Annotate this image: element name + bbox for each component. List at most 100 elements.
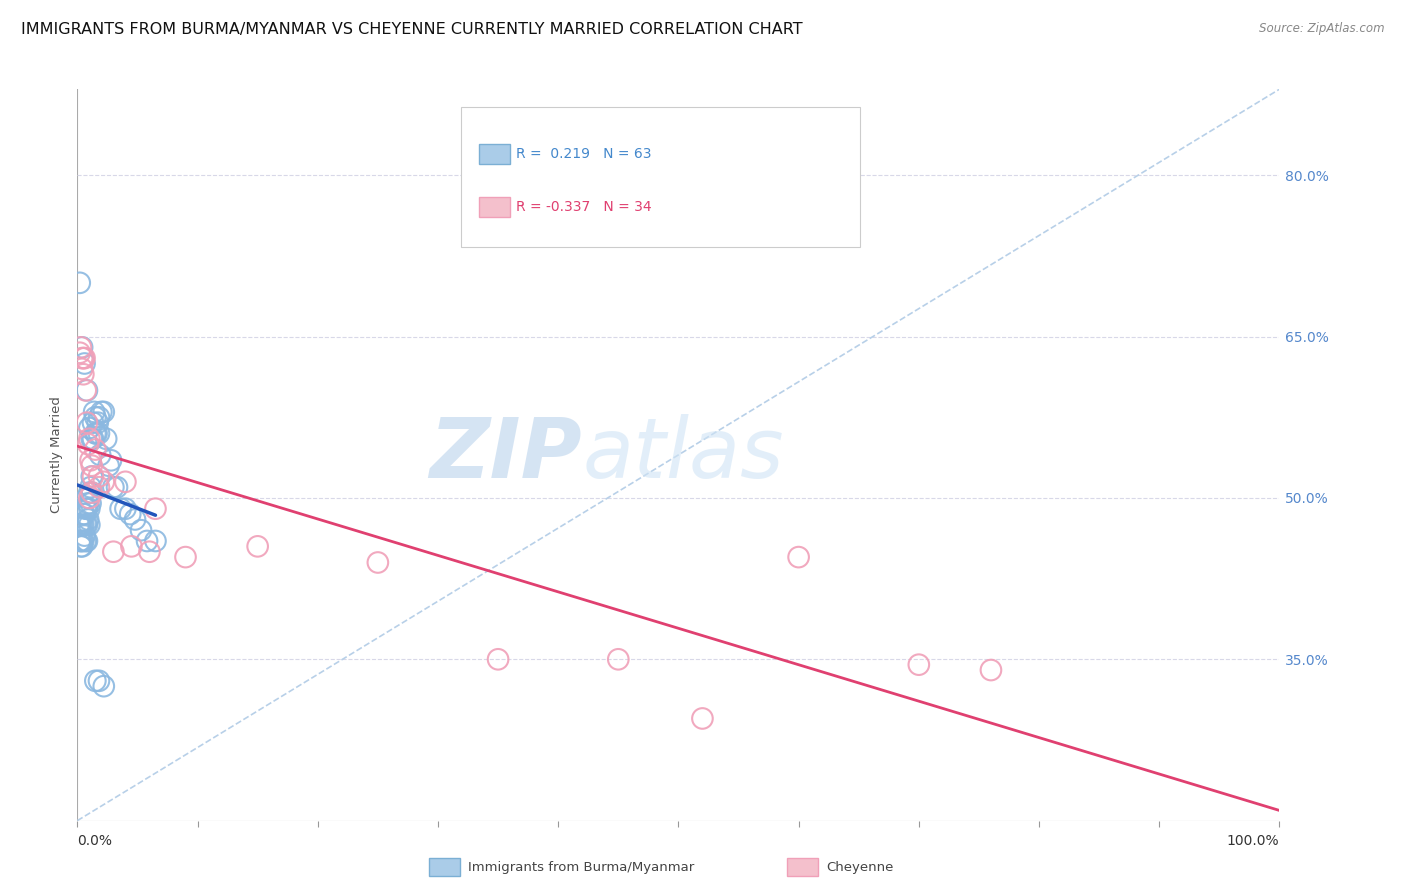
- Point: [79, 432, 101, 446]
- Point: [72, 351, 94, 365]
- Point: [486, 652, 509, 666]
- Point: [246, 539, 269, 553]
- Point: [70, 539, 93, 553]
- Point: [77, 496, 100, 510]
- Point: [90, 405, 112, 419]
- Point: [93, 405, 115, 419]
- Text: Cheyenne: Cheyenne: [827, 861, 894, 873]
- Point: [70, 517, 93, 532]
- Point: [79, 480, 101, 494]
- Point: [114, 475, 136, 489]
- Point: [80, 485, 103, 500]
- Y-axis label: Currently Married: Currently Married: [51, 396, 63, 514]
- Point: [69, 533, 91, 548]
- Text: 100.0%: 100.0%: [1227, 834, 1279, 848]
- Text: Source: ZipAtlas.com: Source: ZipAtlas.com: [1260, 22, 1385, 36]
- Point: [607, 652, 630, 666]
- Point: [145, 501, 167, 516]
- Text: ZIP: ZIP: [430, 415, 582, 495]
- Point: [87, 426, 110, 441]
- Point: [93, 679, 115, 693]
- Point: [76, 416, 98, 430]
- Point: [692, 711, 714, 725]
- Point: [79, 496, 101, 510]
- Point: [84, 426, 107, 441]
- Point: [86, 426, 108, 441]
- Point: [70, 517, 93, 532]
- Point: [76, 517, 98, 532]
- Point: [72, 507, 94, 521]
- Point: [79, 453, 101, 467]
- Point: [87, 469, 110, 483]
- Point: [129, 523, 152, 537]
- Point: [70, 362, 93, 376]
- Point: [76, 501, 98, 516]
- Point: [73, 351, 96, 365]
- Point: [79, 491, 101, 505]
- Point: [77, 437, 100, 451]
- Point: [103, 480, 125, 494]
- Point: [80, 469, 103, 483]
- Point: [80, 458, 103, 473]
- Point: [87, 480, 110, 494]
- Point: [82, 432, 104, 446]
- Point: [79, 421, 101, 435]
- Point: [72, 517, 94, 532]
- Point: [79, 517, 101, 532]
- Point: [70, 340, 93, 354]
- Point: [96, 432, 118, 446]
- Point: [980, 663, 1002, 677]
- Point: [73, 528, 96, 542]
- Point: [70, 533, 93, 548]
- Point: [93, 475, 115, 489]
- Text: 0.0%: 0.0%: [77, 834, 112, 848]
- Point: [103, 545, 125, 559]
- Point: [120, 507, 142, 521]
- Point: [100, 453, 122, 467]
- Point: [70, 533, 93, 548]
- Point: [110, 501, 132, 516]
- Point: [138, 545, 160, 559]
- Point: [70, 539, 93, 553]
- Point: [69, 276, 91, 290]
- Point: [72, 533, 94, 548]
- Point: [87, 410, 110, 425]
- Point: [76, 384, 98, 398]
- Point: [76, 491, 98, 505]
- Point: [79, 501, 101, 516]
- Point: [97, 458, 120, 473]
- Point: [67, 517, 90, 532]
- Point: [84, 410, 107, 425]
- Point: [70, 340, 93, 354]
- Point: [72, 368, 94, 382]
- Point: [75, 384, 97, 398]
- Point: [75, 501, 97, 516]
- Point: [84, 673, 107, 688]
- Point: [105, 480, 128, 494]
- Point: [136, 533, 159, 548]
- Point: [77, 512, 100, 526]
- Point: [89, 448, 111, 462]
- Text: R = -0.337   N = 34: R = -0.337 N = 34: [516, 200, 651, 214]
- Point: [84, 442, 107, 457]
- Point: [79, 485, 101, 500]
- Point: [80, 432, 103, 446]
- Point: [87, 416, 110, 430]
- Point: [145, 533, 167, 548]
- Text: R =  0.219   N = 63: R = 0.219 N = 63: [516, 147, 651, 161]
- Point: [82, 416, 104, 430]
- Point: [76, 533, 98, 548]
- Point: [908, 657, 931, 672]
- Point: [367, 556, 389, 570]
- Text: IMMIGRANTS FROM BURMA/MYANMAR VS CHEYENNE CURRENTLY MARRIED CORRELATION CHART: IMMIGRANTS FROM BURMA/MYANMAR VS CHEYENN…: [21, 22, 803, 37]
- Text: atlas: atlas: [582, 415, 785, 495]
- Point: [787, 550, 810, 565]
- Point: [70, 351, 93, 365]
- Point: [82, 469, 104, 483]
- Point: [120, 539, 142, 553]
- Point: [87, 673, 110, 688]
- Point: [124, 512, 146, 526]
- Point: [83, 405, 105, 419]
- Point: [114, 501, 136, 516]
- Point: [75, 533, 97, 548]
